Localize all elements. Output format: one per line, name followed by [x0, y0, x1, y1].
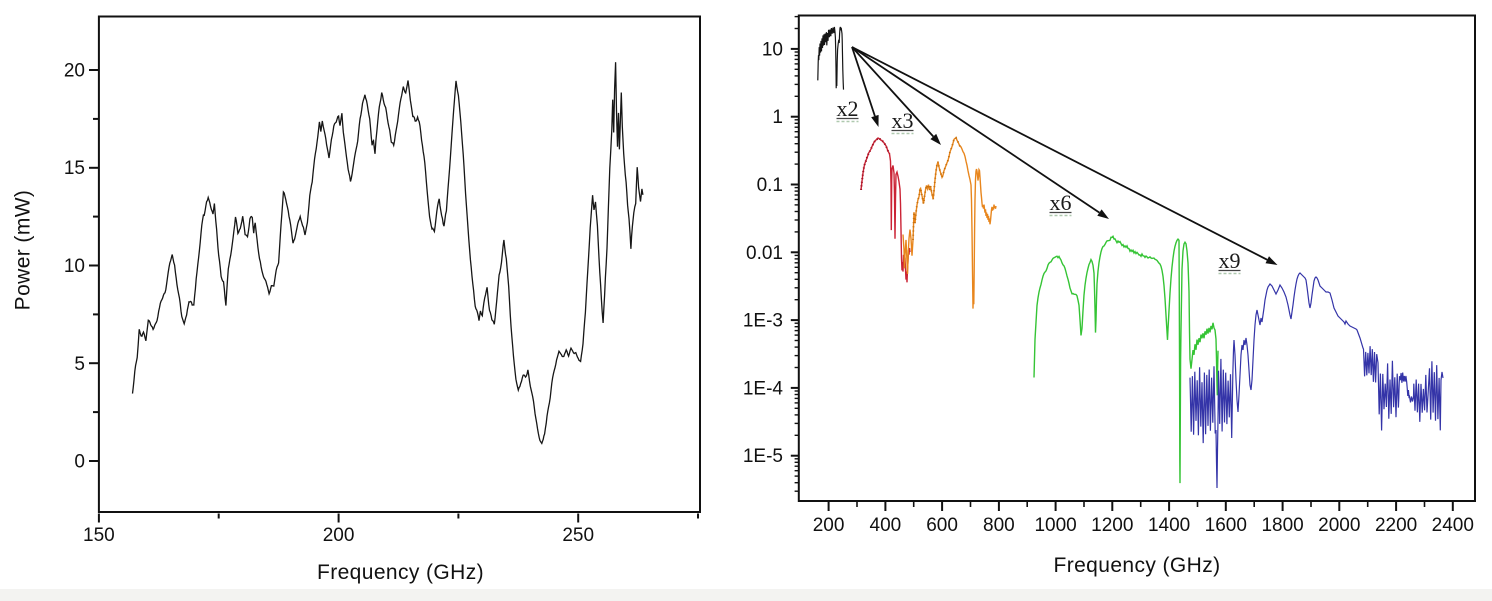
- svg-text:2000: 2000: [1318, 515, 1360, 536]
- svg-text:2400: 2400: [1432, 515, 1474, 536]
- svg-text:150: 150: [83, 525, 115, 546]
- svg-text:1200: 1200: [1091, 515, 1133, 536]
- svg-text:x3: x3: [892, 108, 914, 133]
- svg-text:Frequency (GHz): Frequency (GHz): [317, 561, 484, 584]
- svg-text:5: 5: [74, 354, 85, 375]
- svg-text:800: 800: [983, 515, 1015, 536]
- svg-text:1E-3: 1E-3: [743, 311, 783, 332]
- svg-text:x9: x9: [1219, 248, 1241, 273]
- svg-text:2200: 2200: [1375, 515, 1417, 536]
- svg-text:1000: 1000: [1034, 515, 1076, 536]
- svg-text:1E-4: 1E-4: [743, 378, 784, 399]
- svg-text:600: 600: [926, 515, 958, 536]
- svg-text:250: 250: [562, 525, 594, 546]
- svg-text:200: 200: [813, 515, 845, 536]
- svg-text:1E-5: 1E-5: [743, 446, 783, 467]
- svg-text:0.1: 0.1: [757, 175, 783, 196]
- svg-text:x2: x2: [837, 96, 859, 121]
- svg-text:1400: 1400: [1148, 515, 1190, 536]
- svg-text:Frequency (GHz): Frequency (GHz): [1053, 554, 1220, 577]
- svg-text:x6: x6: [1050, 190, 1072, 215]
- svg-text:10: 10: [762, 39, 783, 60]
- svg-text:15: 15: [64, 158, 85, 179]
- svg-text:10: 10: [64, 256, 85, 277]
- svg-text:20: 20: [64, 61, 85, 82]
- svg-text:1: 1: [772, 107, 783, 128]
- svg-text:400: 400: [870, 515, 902, 536]
- svg-text:0: 0: [74, 452, 85, 473]
- svg-text:1600: 1600: [1205, 515, 1247, 536]
- svg-text:1800: 1800: [1261, 515, 1303, 536]
- svg-text:200: 200: [323, 525, 355, 546]
- svg-text:Power (mW): Power (mW): [12, 190, 35, 311]
- svg-text:0.01: 0.01: [746, 243, 783, 264]
